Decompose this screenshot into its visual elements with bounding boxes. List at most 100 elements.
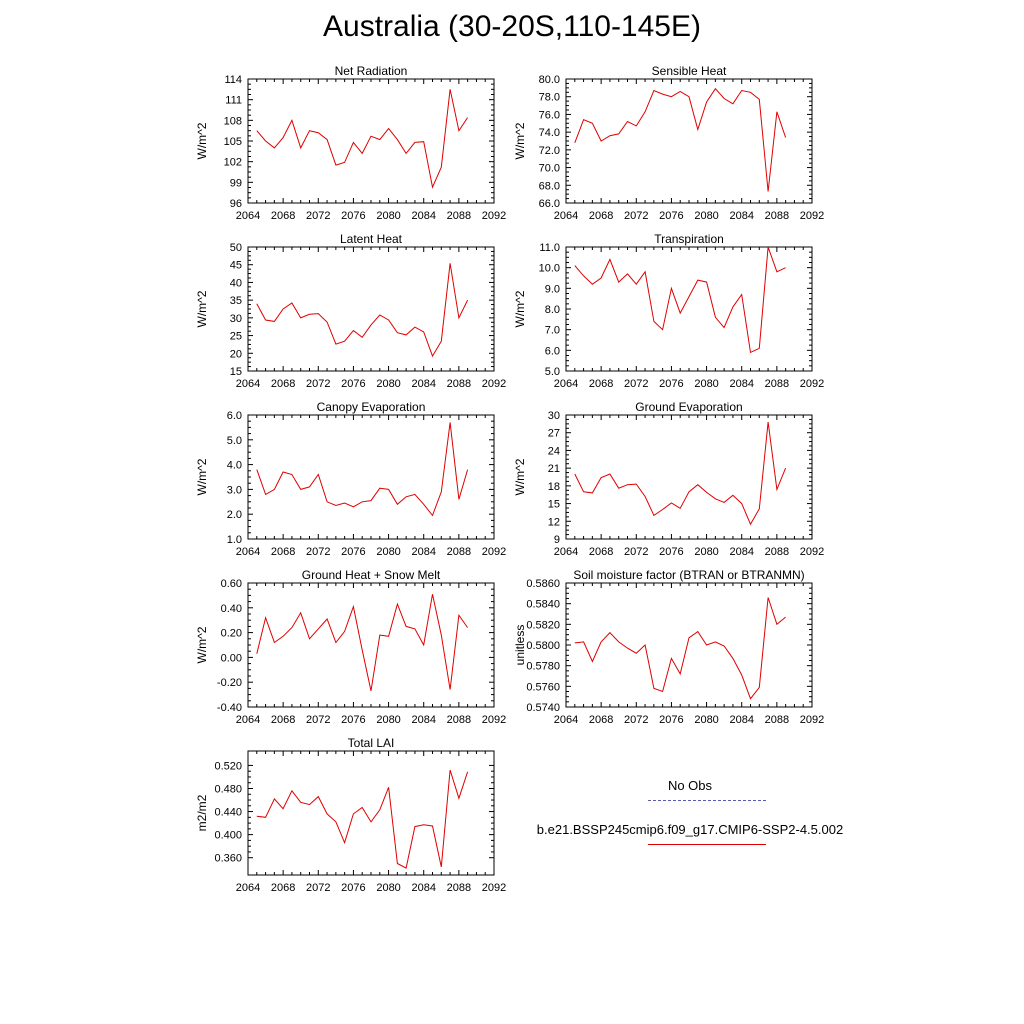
panel-ground-heat-snow-melt-xtick-label: 2064 (236, 714, 260, 726)
panel-sensible-heat-xtick-label: 2072 (624, 210, 648, 222)
panel-canopy-evaporation-ytick-label: 2.0 (227, 509, 242, 521)
panel-canopy-evaporation-ylabel: W/m^2 (195, 458, 209, 495)
panel-soil-moisture-factor-btran-or-btranmn-xtick-label: 2076 (659, 714, 683, 726)
legend-obs-line (648, 800, 766, 801)
panel-latent-heat-xtick-label: 2064 (236, 378, 260, 390)
panel-ground-heat-snow-melt-ylabel: W/m^2 (195, 626, 209, 663)
panel-net-radiation: Net Radiation 2064 2068 2072 2076 2080 2084 208… (195, 64, 506, 222)
panel-total-lai-ytick-label: 0.360 (214, 853, 242, 865)
panel-ground-heat-snow-melt-title: Ground Heat + Snow Melt (302, 568, 441, 582)
panel-soil-moisture-factor-btran-or-btranmn-xtick-label: 2084 (729, 714, 753, 726)
panel-canopy-evaporation-xtick-label: 2076 (341, 546, 365, 558)
panel-soil-moisture-factor-btran-or-btranmn: Soil moisture factor (BTRAN or BTRANMN) 2… (513, 568, 824, 726)
panel-total-lai-title: Total LAI (348, 736, 395, 750)
panel-sensible-heat-ytick-label: 72.0 (539, 145, 560, 157)
panel-canopy-evaporation-xtick-label: 2092 (482, 546, 506, 558)
panel-ground-heat-snow-melt-ytick-label: 0.00 (221, 652, 242, 664)
panel-transpiration-ytick-label: 8.0 (545, 304, 560, 316)
panel-net-radiation-ylabel: W/m^2 (195, 122, 209, 159)
panel-net-radiation-ytick-label: 111 (225, 95, 242, 107)
panel-canopy-evaporation-ytick-label: 1.0 (227, 534, 242, 546)
panel-net-radiation-ytick-label: 105 (224, 136, 242, 148)
panel-ground-evaporation: Ground Evaporation 2064 2068 2072 2076 2080 20… (513, 400, 824, 558)
panel-ground-evaporation-xtick-label: 2088 (765, 546, 789, 558)
panel-ground-evaporation-ytick-label: 15 (548, 499, 560, 511)
panel-ground-evaporation-series-line (574, 422, 787, 526)
panel-ground-evaporation-xtick-label: 2092 (800, 546, 824, 558)
panel-latent-heat-xtick-label: 2084 (411, 378, 435, 390)
panel-soil-moisture-factor-btran-or-btranmn-ytick-label: 0.5800 (526, 640, 560, 652)
panel-ground-heat-snow-melt-xtick-label: 2088 (447, 714, 471, 726)
legend-obs-label: No Obs (667, 778, 713, 793)
panel-ground-evaporation-ytick-label: 12 (548, 516, 560, 528)
panel-soil-moisture-factor-btran-or-btranmn-series-line (574, 597, 786, 700)
panel-sensible-heat-ytick-label: 66.0 (539, 198, 560, 210)
panel-sensible-heat-xtick-label: 2088 (765, 210, 789, 222)
panel-canopy-evaporation-title: Canopy Evaporation (317, 400, 426, 414)
panel-ground-evaporation-title: Ground Evaporation (635, 400, 742, 414)
panel-sensible-heat-xtick-label: 2092 (800, 210, 824, 222)
panel-soil-moisture-factor-btran-or-btranmn-ytick-label: 0.5760 (526, 681, 560, 693)
panel-ground-evaporation-xtick-label: 2084 (729, 546, 753, 558)
panel-total-lai-xtick-label: 2068 (271, 882, 295, 894)
panel-latent-heat-ytick-label: 40 (230, 277, 242, 289)
panel-canopy-evaporation-xtick-label: 2068 (271, 546, 295, 558)
panel-canopy-evaporation-xtick-label: 2072 (306, 546, 330, 558)
panel-total-lai-xtick-label: 2064 (236, 882, 260, 894)
panel-canopy-evaporation-frame (247, 414, 495, 540)
panel-ground-heat-snow-melt-xtick-label: 2076 (341, 714, 365, 726)
panel-transpiration-xtick-label: 2076 (659, 378, 683, 390)
panel-sensible-heat: Sensible Heat 2064 2068 2072 2076 2080 2084 208… (513, 64, 824, 222)
panel-sensible-heat-xtick-label: 2080 (694, 210, 718, 222)
panel-latent-heat-ytick-label: 30 (230, 313, 242, 325)
panel-transpiration-ytick-label: 9.0 (545, 283, 560, 295)
panel-soil-moisture-factor-btran-or-btranmn-xtick-label: 2072 (624, 714, 648, 726)
panel-soil-moisture-factor-btran-or-btranmn-title: Soil moisture factor (BTRAN or BTRANMN) (573, 568, 804, 582)
panel-soil-moisture-factor-btran-or-btranmn-ytick-label: 0.5860 (526, 578, 560, 590)
panel-soil-moisture-factor-btran-or-btranmn-ytick-label: 0.5840 (526, 599, 560, 611)
panel-latent-heat-ytick-label: 50 (230, 242, 242, 254)
panel-ground-heat-snow-melt: Ground Heat + Snow Melt 2064 2068 2072 2076 2… (195, 568, 506, 726)
panel-ground-heat-snow-melt-ytick-label: 0.40 (221, 603, 242, 615)
panel-canopy-evaporation-xtick-label: 2080 (376, 546, 400, 558)
panel-net-radiation-ytick-label: 96 (230, 198, 242, 210)
panel-ground-heat-snow-melt-xtick-label: 2068 (271, 714, 295, 726)
panel-canopy-evaporation-ytick-label: 4.0 (227, 460, 242, 472)
panel-transpiration-title: Transpiration (654, 232, 724, 246)
panel-ground-evaporation-ytick-label: 21 (548, 463, 560, 475)
panel-latent-heat-ytick-label: 35 (230, 295, 242, 307)
panel-ground-evaporation-xtick-label: 2080 (694, 546, 718, 558)
panel-sensible-heat-ytick-label: 80.0 (539, 74, 560, 86)
panel-latent-heat-ytick-label: 15 (230, 366, 242, 378)
panel-canopy-evaporation-ytick-label: 5.0 (227, 435, 242, 447)
panel-canopy-evaporation-ytick-label: 3.0 (227, 484, 242, 496)
panel-soil-moisture-factor-btran-or-btranmn-xtick-label: 2088 (765, 714, 789, 726)
panel-transpiration-ytick-label: 10.0 (539, 263, 560, 275)
panel-ground-heat-snow-melt-ytick-label: 0.20 (221, 628, 242, 640)
panel-sensible-heat-xtick-label: 2076 (659, 210, 683, 222)
panel-sensible-heat-xtick-label: 2084 (729, 210, 753, 222)
panel-latent-heat-xtick-label: 2072 (306, 378, 330, 390)
panel-ground-heat-snow-melt-ytick-label: -0.40 (217, 702, 242, 714)
panel-ground-evaporation-ytick-label: 18 (548, 481, 560, 493)
panel-transpiration: Transpiration 2064 2068 2072 2076 2080 2084 208… (513, 232, 824, 390)
panel-soil-moisture-factor-btran-or-btranmn-frame (565, 582, 813, 708)
panel-total-lai-xtick-label: 2088 (447, 882, 471, 894)
panel-net-radiation-xtick-label: 2076 (341, 210, 365, 222)
panel-ground-evaporation-xtick-label: 2072 (624, 546, 648, 558)
panel-latent-heat-xtick-label: 2092 (482, 378, 506, 390)
legend: No Obs b.e21.BSSP245cmip6.f09_g17.CMIP6-… (530, 778, 850, 866)
panel-ground-evaporation-ytick-label: 30 (548, 410, 560, 422)
panel-transpiration-series-line (574, 246, 786, 354)
panel-sensible-heat-ylabel: W/m^2 (513, 122, 527, 159)
panel-total-lai-xtick-label: 2076 (341, 882, 365, 894)
panel-ground-evaporation-xtick-label: 2076 (659, 546, 683, 558)
panel-transpiration-ytick-label: 11.0 (539, 242, 560, 254)
panel-total-lai-xtick-label: 2072 (306, 882, 330, 894)
panel-soil-moisture-factor-btran-or-btranmn-ytick-label: 0.5780 (526, 661, 560, 673)
panel-latent-heat-ylabel: W/m^2 (195, 290, 209, 327)
panel-transpiration-ylabel: W/m^2 (513, 290, 527, 327)
panel-transpiration-ytick-label: 5.0 (545, 366, 560, 378)
panel-latent-heat-ytick-label: 20 (230, 348, 242, 360)
panel-ground-heat-snow-melt-xtick-label: 2084 (411, 714, 435, 726)
